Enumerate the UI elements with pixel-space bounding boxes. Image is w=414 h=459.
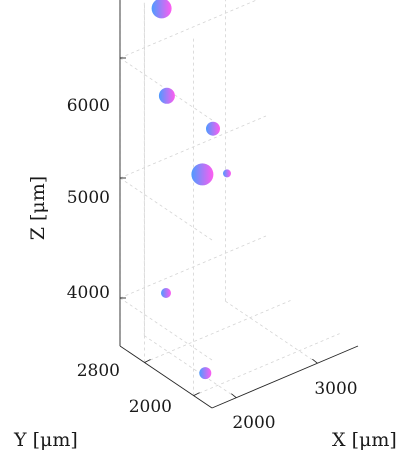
- scatter-point: [223, 169, 231, 177]
- x-tick-label: 3000: [314, 379, 357, 399]
- grid-line: [120, 178, 212, 240]
- z-axis-label: Z [μm]: [27, 176, 49, 240]
- y-axis-label: Y [μm]: [13, 429, 78, 451]
- scatter-points: [152, 0, 231, 379]
- y-tick-label: 2800: [77, 361, 120, 381]
- y-tick: [145, 360, 151, 363]
- z-tick-label: 4000: [67, 283, 110, 303]
- y-tick: [194, 393, 200, 396]
- y-tick-label: 2000: [129, 397, 172, 417]
- grid-line: [225, 301, 317, 363]
- x-tick: [231, 394, 236, 398]
- tick-labels: 4000 5000 6000 2800 2000 2000 3000: [67, 96, 358, 433]
- scatter-point: [191, 163, 213, 185]
- grid-line: [120, 236, 266, 298]
- scatter-point: [159, 88, 175, 104]
- grid-line: [120, 0, 266, 58]
- z-tick-label: 6000: [67, 96, 110, 116]
- scatter-point: [199, 367, 211, 379]
- grid-lines: [120, 0, 340, 398]
- scatter-point: [152, 0, 172, 18]
- grid-line: [145, 301, 291, 363]
- scatter-point: [206, 122, 220, 136]
- axes: [120, 0, 358, 408]
- z-tick-label: 5000: [67, 188, 110, 208]
- x-tick: [312, 359, 317, 363]
- x-tick-label: 2000: [232, 413, 275, 433]
- x-axis-label: X [μm]: [332, 429, 397, 451]
- scatter-point: [161, 288, 171, 298]
